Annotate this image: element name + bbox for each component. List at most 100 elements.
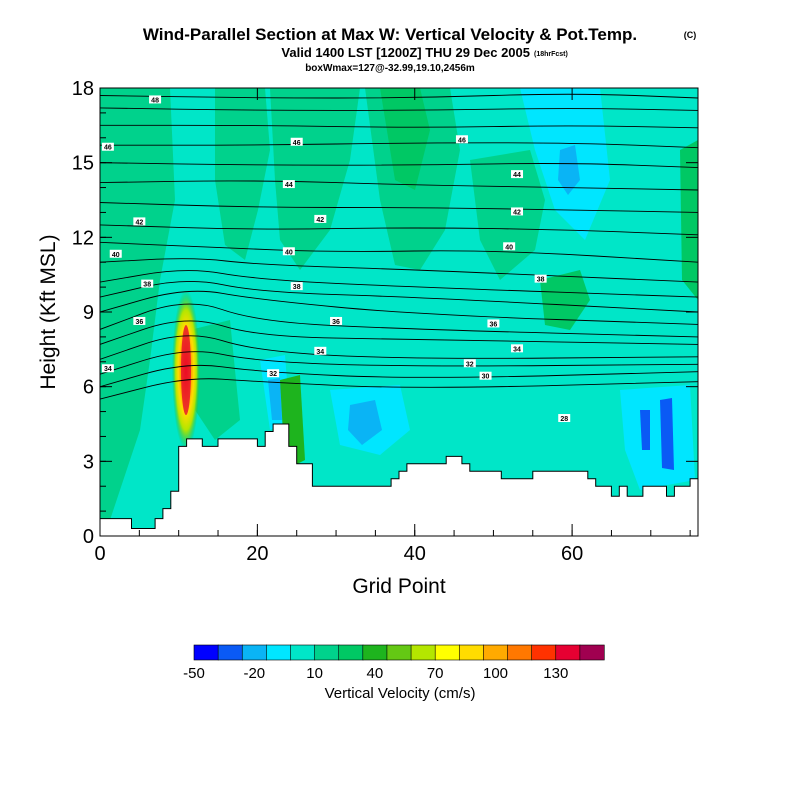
colorbar-tick-2: 10 — [306, 665, 323, 682]
terrain — [100, 423, 698, 536]
colorbar-swatch-13 — [507, 644, 533, 661]
field-band-cyan-lower-3 — [620, 385, 695, 490]
theta-contours — [100, 93, 698, 400]
contour-label-6: 42 — [135, 219, 143, 226]
contour-label-box-3 — [455, 135, 468, 144]
field-band-deep-green-2 — [540, 270, 590, 330]
colorbar-swatch-1 — [217, 644, 243, 661]
colorbar-tick-1: -20 — [243, 665, 265, 682]
y-tick-label-0: 0 — [83, 526, 94, 548]
colorbar-swatch-0 — [193, 644, 219, 661]
theta-contour-9 — [100, 258, 698, 283]
contour-label-box-20 — [511, 344, 524, 353]
contour-label-18: 34 — [104, 366, 112, 373]
theta-contour-15 — [100, 335, 698, 360]
theta-contour-17 — [100, 364, 698, 388]
vertical-velocity-field — [100, 88, 698, 536]
contour-label-box-0 — [149, 95, 162, 104]
theta-contour-14 — [100, 320, 698, 345]
colorbar-swatch-12 — [483, 644, 509, 661]
contour-label-box-23 — [479, 371, 492, 380]
contour-label-14: 38 — [537, 277, 545, 284]
y-axis-label: Height (Kft MSL) — [37, 234, 60, 389]
theta-contour-10 — [100, 270, 698, 298]
contour-label-2: 46 — [293, 140, 301, 147]
copyright-mark: (C) — [684, 30, 697, 40]
colorbar-swatch-4 — [290, 644, 316, 661]
colorbar-tick-3: 40 — [367, 665, 384, 682]
contour-label-7: 42 — [316, 217, 324, 224]
theta-contour-18 — [100, 378, 698, 400]
contour-label-box-5 — [511, 170, 524, 179]
theta-contour-8 — [100, 241, 698, 263]
x-tick-label-20: 20 — [246, 543, 268, 565]
theta-contour-2 — [100, 124, 698, 129]
theta-contour-6 — [100, 202, 698, 213]
contour-label-17: 36 — [490, 321, 498, 328]
field-band-lightblue-lower-2 — [268, 378, 282, 420]
y-tick-label-6: 6 — [83, 377, 94, 399]
contour-label-box-17 — [487, 319, 500, 328]
x-tick-label-60: 60 — [561, 543, 583, 565]
contour-label-3: 46 — [458, 137, 466, 144]
contour-label-23: 30 — [482, 374, 490, 381]
contour-label-box-19 — [314, 346, 327, 355]
y-tick-label-3: 3 — [83, 451, 94, 473]
field-band-green-left — [100, 88, 175, 536]
forecast-hour: (18hrFcst) — [534, 51, 568, 58]
contour-label-box-10 — [282, 247, 295, 256]
colorbar-swatch-9 — [410, 644, 436, 661]
colorbar-swatch-5 — [314, 644, 340, 661]
contour-label-8: 42 — [513, 209, 521, 216]
theta-contour-12 — [100, 290, 698, 325]
updraft-core — [181, 325, 191, 415]
contour-label-11: 40 — [505, 244, 513, 251]
contour-label-box-9 — [109, 249, 122, 258]
contour-label-box-24 — [558, 414, 571, 423]
field-band-lightblue-core — [558, 145, 580, 195]
contour-label-1: 46 — [104, 145, 112, 152]
colorbar-swatch-14 — [531, 644, 557, 661]
colorbar-tick-5: 100 — [483, 665, 508, 682]
contour-label-box-15 — [133, 316, 146, 325]
colorbar-swatch-16 — [579, 644, 605, 661]
contour-label-5: 44 — [513, 172, 521, 179]
colorbar-swatch-6 — [338, 644, 364, 661]
theta-contour-16 — [100, 351, 698, 375]
theta-contour-5 — [100, 180, 698, 191]
colorbar-swatch-7 — [362, 644, 388, 661]
contour-label-box-1 — [101, 142, 114, 151]
contour-label-box-4 — [282, 180, 295, 189]
colorbar-tick-labels: -50 -20 10 40 70 100 130 — [183, 665, 568, 682]
colorbar-swatch-3 — [266, 644, 292, 661]
chart-title: Wind-Parallel Section at Max W: Vertical… — [143, 25, 637, 44]
theta-contour-1 — [100, 107, 698, 111]
colorbar-swatch-8 — [386, 644, 412, 661]
y-tick-label-9: 9 — [83, 302, 94, 324]
field-band-lightblue-lower-1 — [348, 400, 382, 445]
contour-label-box-22 — [463, 359, 476, 368]
y-tick-label-12: 12 — [72, 227, 94, 249]
colorbar-swatch-11 — [458, 644, 485, 661]
x-tick-label-40: 40 — [404, 543, 426, 565]
contour-label-box-13 — [290, 282, 303, 291]
contour-label-10: 40 — [285, 249, 293, 256]
contour-label-24: 28 — [560, 416, 568, 423]
contour-label-4: 44 — [285, 182, 293, 189]
theta-contour-13 — [100, 303, 698, 338]
contour-label-box-12 — [141, 279, 154, 288]
theta-contour-11 — [100, 280, 698, 313]
contour-label-box-7 — [314, 214, 327, 223]
contour-labels: 48 46 46 46 44 44 42 42 42 40 40 40 38 38 38 36 36 36 34 34… — [101, 95, 571, 423]
contour-label-16: 36 — [332, 319, 340, 326]
colorbar-swatch-2 — [241, 644, 267, 661]
theta-contour-7 — [100, 224, 698, 236]
contour-label-0: 48 — [151, 97, 159, 104]
field-band-green-right — [470, 150, 545, 280]
contour-label-box-6 — [133, 217, 146, 226]
theta-contour-0 — [100, 93, 698, 99]
theta-contour-4 — [100, 162, 698, 169]
field-band-green-upper — [215, 88, 270, 260]
